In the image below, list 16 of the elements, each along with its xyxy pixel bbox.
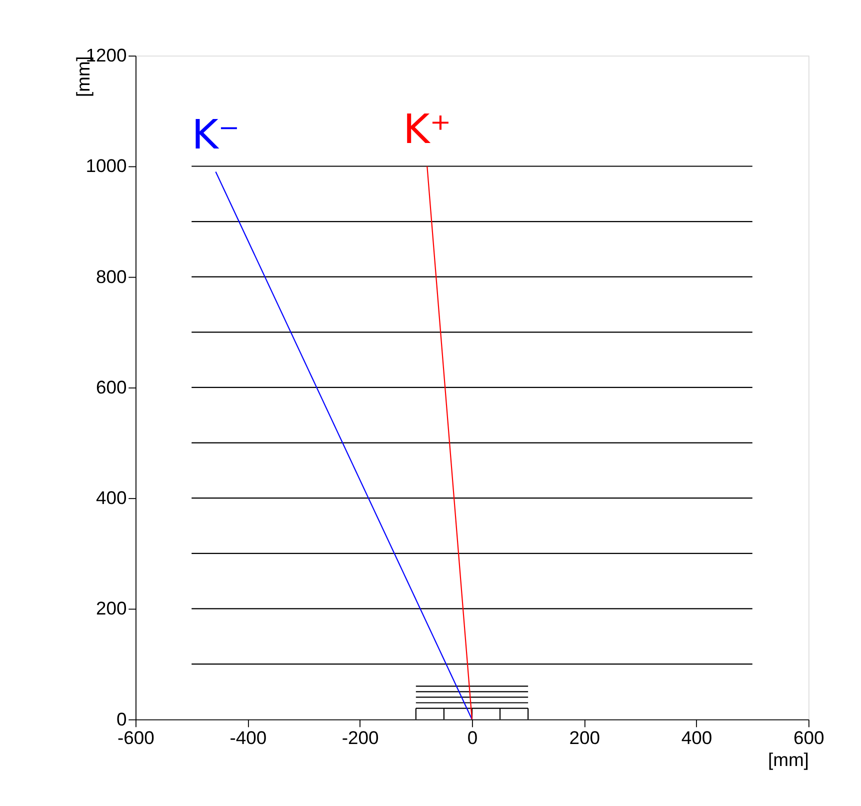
y-tick-label: 400 xyxy=(96,487,127,508)
x-tick-label: 400 xyxy=(681,726,712,748)
x-tick-label: 0 xyxy=(467,726,478,748)
y-tick-label: 600 xyxy=(96,376,127,398)
x-tick-label: -400 xyxy=(230,726,267,748)
y-tick-label: 800 xyxy=(96,266,127,287)
x-axis-title: [mm] xyxy=(768,748,809,770)
x-tick-label: -200 xyxy=(342,726,379,748)
y-tick-label: 1000 xyxy=(86,155,127,176)
y-tick-label: 0 xyxy=(116,708,127,730)
x-tick-label: 200 xyxy=(569,726,600,748)
x-tick-label: -600 xyxy=(118,726,154,748)
series-label: K⁻ xyxy=(192,110,240,159)
series-label: K⁺ xyxy=(403,105,452,154)
y-tick-label: 200 xyxy=(96,598,127,619)
x-tick-label: 600 xyxy=(794,726,824,748)
